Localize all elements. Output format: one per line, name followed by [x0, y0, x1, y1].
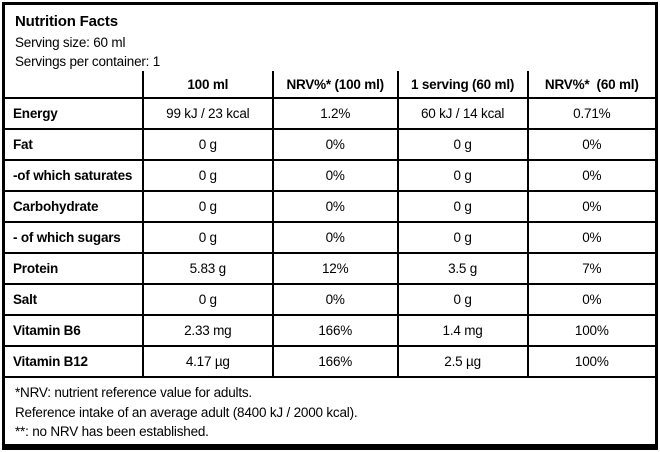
nutrient-label: - of which sugars [5, 221, 144, 254]
value-nrv-100ml: 166% [271, 345, 399, 378]
value-nrv-100ml: 0% [271, 221, 399, 254]
value-100ml: 99 kJ / 23 kcal [141, 97, 274, 130]
value-nrv-100ml: 0% [271, 128, 399, 161]
footnote-no-nrv: **: no NRV has been established. [15, 424, 209, 440]
value-nrv-100ml: 1.2% [271, 97, 399, 130]
nutrient-label: Vitamin B6 [5, 314, 144, 347]
nutrient-label: -of which saturates [5, 159, 144, 192]
nutrient-label: Protein [5, 252, 144, 285]
value-nrv-serving: 0% [526, 159, 655, 192]
value-serving: 0 g [396, 221, 529, 254]
nutrition-table: 100 ml NRV%* (100 ml) 1 serving (60 ml) … [5, 71, 655, 378]
value-nrv-100ml: 12% [271, 252, 399, 285]
table-row-carbohydrate: Carbohydrate 0 g 0% 0 g 0% [5, 190, 655, 223]
table-row-sugars: - of which sugars 0 g 0% 0 g 0% [5, 221, 655, 254]
column-header-blank [5, 71, 144, 99]
value-nrv-100ml: 0% [271, 159, 399, 192]
nutrient-label: Salt [5, 283, 144, 316]
value-nrv-serving: 0.71% [526, 97, 655, 130]
value-nrv-100ml: 0% [271, 283, 399, 316]
value-nrv-serving: 0% [526, 221, 655, 254]
table-row-vitamin-b12: Vitamin B12 4.17 µg 166% 2.5 µg 100% [5, 345, 655, 378]
table-row-fat: Fat 0 g 0% 0 g 0% [5, 128, 655, 161]
value-100ml: 0 g [141, 159, 274, 192]
footnote-nrv-definition: *NRV: nutrient reference value for adult… [15, 385, 252, 400]
value-nrv-100ml: 166% [271, 314, 399, 347]
value-100ml: 4.17 µg [141, 345, 274, 378]
value-nrv-serving: 0% [526, 128, 655, 161]
value-nrv-serving: 0% [526, 283, 655, 316]
column-header-nrv-serving: NRV%* (60 ml) [526, 71, 655, 99]
value-serving: 60 kJ / 14 kcal [396, 97, 529, 130]
serving-size-text: Serving size: 60 ml [15, 34, 126, 50]
value-nrv-100ml: 0% [271, 190, 399, 223]
value-nrv-serving: 0% [526, 190, 655, 223]
value-100ml: 0 g [141, 283, 274, 316]
column-header-serving: 1 serving (60 ml) [396, 71, 529, 99]
value-100ml: 0 g [141, 190, 274, 223]
column-header-nrv-100ml: NRV%* (100 ml) [271, 71, 399, 99]
value-100ml: 0 g [141, 128, 274, 161]
table-row-saturates: -of which saturates 0 g 0% 0 g 0% [5, 159, 655, 192]
value-nrv-serving: 7% [526, 252, 655, 285]
footnote-reference-intake: Reference intake of an average adult (84… [15, 404, 358, 420]
value-serving: 0 g [396, 128, 529, 161]
table-row-vitamin-b6: Vitamin B6 2.33 mg 166% 1.4 mg 100% [5, 314, 655, 347]
footnotes-block: *NRV: nutrient reference value for adult… [5, 378, 655, 446]
column-header-100ml: 100 ml [141, 71, 274, 99]
value-nrv-serving: 100% [526, 314, 655, 347]
value-100ml: 0 g [141, 221, 274, 254]
value-100ml: 5.83 g [141, 252, 274, 285]
label-header: Nutrition Facts Serving size: 60 ml Serv… [5, 5, 655, 71]
value-100ml: 2.33 mg [141, 314, 274, 347]
value-serving: 3.5 g [396, 252, 529, 285]
table-row-energy: Energy 99 kJ / 23 kcal 1.2% 60 kJ / 14 k… [5, 97, 655, 130]
value-serving: 0 g [396, 190, 529, 223]
nutrient-label: Fat [5, 128, 144, 161]
nutrient-label: Vitamin B12 [5, 345, 144, 378]
table-header-row: 100 ml NRV%* (100 ml) 1 serving (60 ml) … [5, 71, 655, 99]
table-row-protein: Protein 5.83 g 12% 3.5 g 7% [5, 252, 655, 285]
value-serving: 1.4 mg [396, 314, 529, 347]
servings-per-container-text: Servings per container: 1 [15, 54, 161, 70]
value-serving: 0 g [396, 283, 529, 316]
value-serving: 0 g [396, 159, 529, 192]
page-title: Nutrition Facts [15, 13, 118, 30]
nutrient-label: Energy [5, 97, 144, 130]
nutrient-label: Carbohydrate [5, 190, 144, 223]
table-row-salt: Salt 0 g 0% 0 g 0% [5, 283, 655, 316]
value-nrv-serving: 100% [526, 345, 655, 378]
value-serving: 2.5 µg [396, 345, 529, 378]
